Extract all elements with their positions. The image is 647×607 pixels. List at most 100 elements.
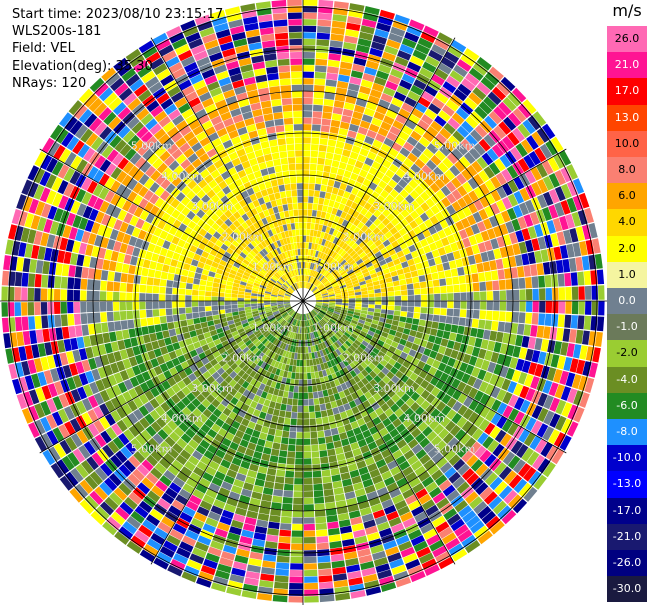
velocity-bin	[572, 195, 584, 211]
velocity-bin	[308, 269, 312, 276]
velocity-bin	[307, 282, 310, 289]
velocity-bin	[300, 340, 303, 347]
velocity-bin	[384, 323, 392, 329]
velocity-bin	[401, 125, 413, 136]
velocity-bin	[113, 281, 121, 292]
velocity-bin	[209, 266, 218, 273]
velocity-bin	[445, 316, 453, 324]
velocity-bin	[235, 430, 245, 439]
velocity-bin	[301, 314, 303, 321]
velocity-bin	[40, 232, 50, 247]
velocity-bin	[304, 550, 317, 557]
velocity-bin	[457, 83, 472, 97]
velocity-bin	[356, 336, 364, 343]
velocity-bin	[456, 381, 467, 392]
velocity-bin	[316, 282, 323, 288]
velocity-bin	[159, 286, 166, 294]
velocity-bin	[463, 396, 474, 408]
velocity-bin	[272, 289, 279, 293]
velocity-bin	[34, 274, 42, 288]
velocity-bin	[273, 286, 280, 291]
velocity-bin	[249, 378, 257, 386]
velocity-bin	[372, 35, 387, 45]
velocity-bin	[428, 366, 438, 376]
velocity-bin	[424, 373, 434, 383]
velocity-bin	[405, 558, 421, 570]
velocity-bin	[507, 422, 519, 436]
velocity-bin	[440, 462, 453, 474]
velocity-bin	[127, 274, 135, 284]
velocity-bin	[507, 193, 519, 207]
velocity-bin	[380, 93, 393, 103]
velocity-bin	[34, 302, 41, 316]
velocity-bin	[142, 259, 151, 269]
velocity-bin	[360, 79, 373, 89]
velocity-bin	[245, 571, 260, 580]
velocity-bin	[275, 429, 283, 437]
velocity-bin	[398, 130, 410, 141]
velocity-bin	[259, 336, 266, 343]
velocity-bin	[578, 375, 588, 391]
velocity-bin	[211, 291, 219, 297]
velocity-bin	[289, 345, 294, 352]
velocity-bin	[244, 295, 251, 299]
velocity-bin	[81, 191, 92, 205]
velocity-bin	[242, 523, 256, 532]
velocity-bin	[312, 470, 322, 478]
velocity-bin	[130, 438, 142, 451]
velocity-bin	[484, 422, 496, 435]
velocity-bin	[193, 174, 204, 184]
velocity-bin	[448, 135, 460, 148]
velocity-bin	[217, 465, 229, 475]
velocity-bin	[205, 466, 217, 477]
velocity-bin	[378, 99, 391, 109]
velocity-bin	[41, 137, 55, 154]
velocity-bin	[115, 506, 130, 521]
velocity-bin	[37, 371, 47, 387]
velocity-bin	[21, 272, 29, 287]
velocity-bin	[394, 56, 409, 67]
velocity-bin	[107, 271, 115, 282]
velocity-bin	[335, 195, 343, 203]
velocity-bin	[531, 238, 540, 251]
velocity-bin	[395, 114, 408, 125]
velocity-bin	[214, 433, 225, 443]
velocity-bin	[575, 226, 585, 242]
velocity-bin	[373, 209, 382, 218]
velocity-bin	[86, 456, 99, 471]
velocity-bin	[313, 324, 318, 331]
velocity-bin	[255, 264, 262, 271]
velocity-bin	[318, 197, 325, 205]
velocity-bin	[257, 438, 266, 447]
velocity-bin	[211, 305, 219, 311]
velocity-bin	[160, 440, 172, 452]
velocity-bin	[554, 170, 566, 186]
velocity-bin	[368, 223, 377, 232]
velocity-bin	[340, 344, 347, 352]
velocity-bin	[235, 358, 243, 366]
velocity-bin	[197, 179, 208, 189]
velocity-bin	[288, 391, 294, 399]
velocity-bin	[284, 303, 291, 305]
velocity-bin	[311, 352, 316, 359]
velocity-bin	[57, 164, 70, 179]
velocity-bin	[252, 409, 261, 418]
velocity-bin	[70, 155, 83, 170]
velocity-bin	[229, 441, 239, 451]
velocity-bin	[100, 354, 110, 366]
velocity-bin	[539, 143, 553, 159]
velocity-bin	[284, 295, 291, 298]
velocity-bin	[284, 305, 291, 308]
velocity-bin	[381, 470, 393, 481]
velocity-bin	[335, 592, 351, 601]
velocity-bin	[399, 218, 409, 228]
velocity-bin	[239, 439, 249, 448]
velocity-bin	[280, 327, 286, 334]
velocity-bin	[415, 262, 423, 270]
velocity-bin	[296, 339, 299, 347]
velocity-bin	[473, 378, 483, 390]
velocity-bin	[462, 384, 473, 396]
velocity-bin	[346, 312, 354, 317]
velocity-bin	[284, 281, 290, 288]
velocity-bin	[281, 437, 289, 445]
